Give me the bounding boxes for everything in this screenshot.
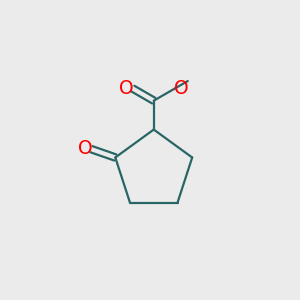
Text: O: O [174,79,188,98]
Text: O: O [78,139,92,158]
Text: O: O [119,79,134,98]
